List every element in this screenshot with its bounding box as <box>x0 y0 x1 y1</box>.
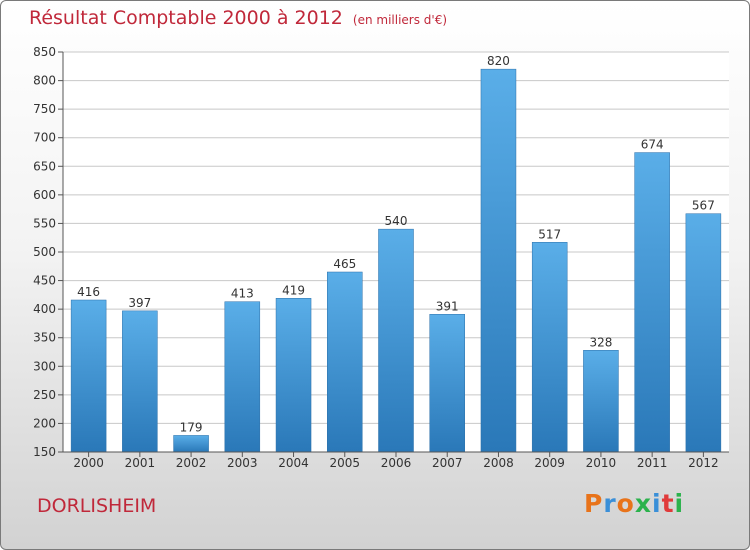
logo-letter: t <box>661 489 675 518</box>
x-tick-label: 2011 <box>637 456 668 470</box>
y-tick-label: 350 <box>33 331 56 345</box>
bar-value-label: 328 <box>589 335 612 349</box>
y-tick-label: 600 <box>33 188 56 202</box>
bar-value-label: 517 <box>538 227 561 241</box>
y-tick-label: 500 <box>33 245 56 259</box>
bar-value-label: 674 <box>641 138 664 152</box>
bar-value-label: 416 <box>77 285 100 299</box>
bar-value-label: 397 <box>128 296 151 310</box>
y-tick-label: 750 <box>33 102 56 116</box>
x-tick-label: 2001 <box>125 456 156 470</box>
bar-value-label: 391 <box>436 299 459 313</box>
logo-letter: P <box>584 489 604 518</box>
logo-letter: r <box>603 489 617 518</box>
bar-2004 <box>275 298 312 453</box>
x-tick-label: 2012 <box>688 456 719 470</box>
bar-value-label: 540 <box>385 214 408 228</box>
logo-letter: i <box>674 489 685 518</box>
x-tick-label: 2002 <box>176 456 207 470</box>
y-tick-label: 550 <box>33 216 56 230</box>
bar-2009 <box>531 242 568 453</box>
bars: 416 397 179 413 419 465 540 391 820 517 328 674 567 <box>70 54 722 453</box>
bar-value-label: 179 <box>180 420 203 434</box>
x-tick-label: 2007 <box>432 456 463 470</box>
y-tick-label: 300 <box>33 359 56 373</box>
y-tick-label: 700 <box>33 131 56 145</box>
x-axis: 2000 2001 2002 2003 2004 2005 2006 2007 2008 2009… <box>63 451 729 470</box>
bar-2008 <box>480 68 517 453</box>
y-tick-label: 800 <box>33 74 56 88</box>
chart-subtitle: (en milliers d'€) <box>352 13 448 27</box>
bar-2012 <box>685 213 722 453</box>
bar-value-label: 820 <box>487 54 510 68</box>
bar-value-label: 413 <box>231 287 254 301</box>
bar-value-label: 465 <box>333 257 356 271</box>
bar-2006 <box>378 228 414 453</box>
bar-2011 <box>634 152 670 453</box>
bar-2002 <box>173 435 209 453</box>
chart-title: Résultat Comptable 2000 à 2012 (en millie… <box>29 7 447 29</box>
x-tick-label: 2009 <box>534 456 565 470</box>
x-tick-label: 2008 <box>483 456 514 470</box>
x-tick-label: 2005 <box>329 456 360 470</box>
logo-letter: x <box>634 489 652 518</box>
bar-2005 <box>327 271 363 453</box>
x-tick-label: 2000 <box>73 456 104 470</box>
y-tick-label: 450 <box>33 274 56 288</box>
bar-2007 <box>429 314 465 453</box>
y-tick-label: 850 <box>33 45 56 59</box>
logo-letter: i <box>652 489 662 518</box>
y-tick-label: 400 <box>33 302 56 316</box>
x-tick-label: 2006 <box>381 456 412 470</box>
bar-value-label: 567 <box>692 199 715 213</box>
proxiti-logo[interactable]: Proxiti <box>584 489 684 518</box>
chart-title-text: Résultat Comptable 2000 à 2012 <box>29 7 343 29</box>
bar-2000 <box>70 299 107 453</box>
x-tick-label: 2003 <box>227 456 258 470</box>
x-tick-label: 2004 <box>278 456 309 470</box>
y-tick-label: 150 <box>33 445 56 459</box>
y-tick-label: 250 <box>33 388 56 402</box>
bar-value-label: 419 <box>282 283 305 297</box>
y-tick-label: 200 <box>33 416 56 430</box>
bar-2003 <box>224 301 261 453</box>
x-tick-label: 2010 <box>586 456 617 470</box>
logo-letter: o <box>616 489 635 518</box>
bar-2010 <box>583 350 619 453</box>
bar-2001 <box>122 310 158 453</box>
y-axis: 150 200 250 300 350 400 450 500 550 600 650 700 750 8… <box>33 45 64 459</box>
y-tick-label: 650 <box>33 159 56 173</box>
town-name: DORLISHEIM <box>37 495 157 517</box>
